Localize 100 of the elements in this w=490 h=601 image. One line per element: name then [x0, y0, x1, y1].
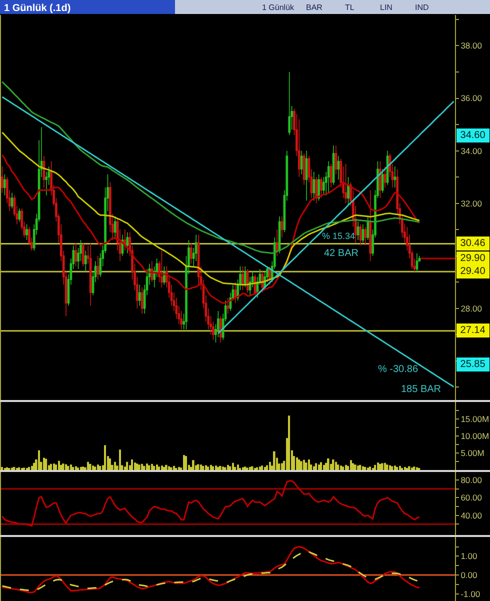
bar	[345, 464, 347, 470]
bar	[249, 466, 251, 470]
bar	[404, 466, 406, 470]
bar	[305, 462, 308, 470]
candlestick	[300, 150, 303, 175]
bar	[340, 466, 342, 470]
bar	[325, 462, 327, 470]
chart-title: 1 Günlük (.1d)	[4, 3, 71, 14]
candlestick	[315, 176, 318, 204]
candlestick	[140, 286, 144, 314]
bar	[97, 464, 99, 470]
bar	[399, 466, 401, 470]
bar	[134, 462, 136, 470]
candlestick	[82, 242, 84, 267]
bar	[158, 466, 160, 470]
bar	[303, 460, 305, 470]
bar	[55, 464, 57, 470]
bar	[320, 462, 322, 470]
candlestick	[26, 224, 28, 240]
y-tick-label: 80.00	[460, 475, 482, 486]
bar	[298, 459, 300, 470]
annotation: 25.85	[460, 359, 486, 370]
annotation: 34.60	[460, 130, 486, 141]
y-tick-label: 60.00	[460, 492, 482, 503]
bar	[156, 464, 158, 470]
candlestick	[234, 282, 237, 304]
bar	[369, 466, 372, 470]
bar	[227, 464, 229, 470]
candlestick	[114, 216, 116, 238]
candlestick	[381, 168, 384, 194]
candlestick	[337, 156, 340, 180]
bar	[232, 462, 234, 470]
bar	[242, 467, 244, 470]
bar	[163, 466, 165, 470]
bar	[70, 464, 72, 470]
candlestick	[150, 260, 154, 282]
bar	[50, 464, 52, 470]
candlestick	[160, 250, 163, 288]
bar	[416, 467, 418, 470]
bar	[362, 466, 364, 470]
line-series	[1, 154, 420, 304]
candlestick	[190, 242, 192, 264]
bar	[207, 466, 210, 470]
bar	[168, 466, 170, 470]
candlestick	[74, 242, 78, 267]
candlestick	[318, 174, 320, 202]
bar	[296, 457, 298, 470]
candlestick	[242, 266, 244, 290]
bar	[173, 466, 175, 470]
bar	[342, 466, 344, 470]
y-tick-label: 0.00	[460, 570, 478, 580]
bar	[396, 466, 398, 470]
candlestick	[366, 216, 370, 240]
bar	[58, 460, 60, 470]
bar	[53, 464, 55, 470]
bar	[202, 466, 204, 470]
candlestick	[246, 268, 249, 293]
bar	[269, 462, 271, 470]
bar	[200, 464, 202, 470]
bar	[377, 462, 379, 470]
annotation: % -30.86	[378, 364, 418, 375]
bar	[413, 466, 416, 470]
candlestick	[312, 171, 316, 202]
bar	[43, 458, 45, 470]
bar	[391, 466, 394, 470]
candlestick	[18, 208, 21, 222]
candlestick	[334, 145, 338, 175]
text: BAR	[306, 3, 323, 12]
bar	[87, 462, 89, 470]
bar	[104, 445, 106, 470]
bar	[60, 464, 62, 470]
bar	[264, 466, 266, 470]
candlestick	[124, 229, 126, 251]
candlestick	[320, 176, 322, 198]
bar	[210, 464, 212, 470]
bar	[109, 458, 111, 470]
bar	[259, 466, 261, 470]
candlestick	[359, 224, 362, 246]
candlestick	[1, 166, 4, 194]
bar	[273, 451, 276, 470]
bar	[67, 466, 70, 470]
candlestick	[10, 192, 14, 209]
y-tick-label: 5.00M	[460, 448, 484, 458]
bar	[234, 466, 236, 470]
bar	[178, 466, 180, 470]
candlestick	[42, 156, 46, 188]
text: 1 Günlük	[262, 3, 296, 12]
candlestick	[394, 166, 396, 188]
bar	[381, 463, 384, 470]
bar	[281, 463, 283, 470]
candlestick	[138, 284, 141, 306]
bar	[318, 464, 320, 470]
bar	[146, 464, 148, 470]
bar	[357, 466, 359, 470]
bar	[313, 466, 315, 470]
text: IND	[415, 3, 429, 12]
text: LIN	[380, 3, 393, 12]
candlestick	[356, 221, 360, 240]
bar	[384, 462, 386, 470]
candlestick	[96, 255, 100, 280]
